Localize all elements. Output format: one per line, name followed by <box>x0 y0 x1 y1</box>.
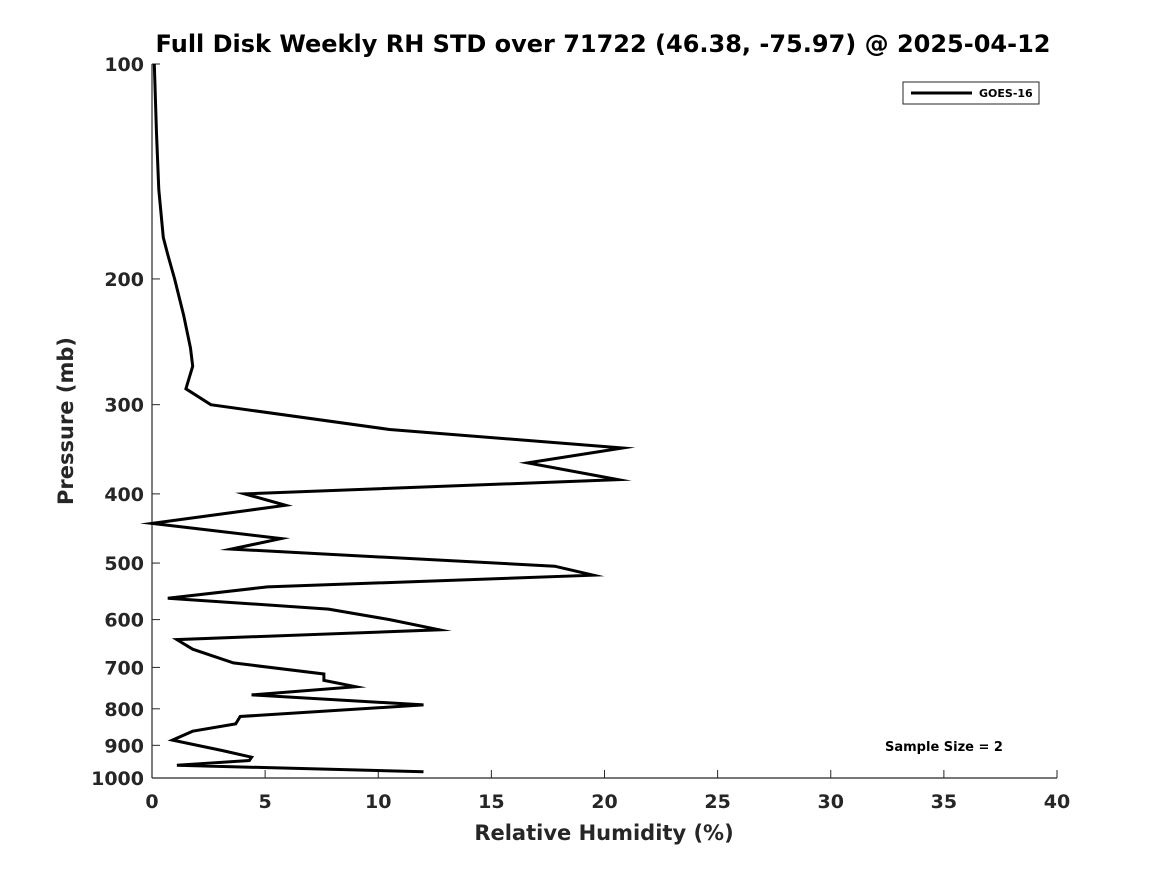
x-tick-label: 5 <box>259 791 272 813</box>
y-tick-label: 400 <box>104 484 144 506</box>
x-tick-label: 35 <box>931 791 957 813</box>
x-tick-label: 20 <box>591 791 617 813</box>
x-tick-label: 10 <box>365 791 391 813</box>
y-axis-ticks: 100 200 300 400 500 600 700 800 900 1000 <box>91 54 160 790</box>
y-tick-label: 1000 <box>91 768 144 790</box>
y-tick-label: 900 <box>104 735 144 757</box>
x-tick-label: 15 <box>478 791 504 813</box>
sample-size-annotation: Sample Size = 2 <box>885 740 1003 755</box>
y-tick-label: 200 <box>104 269 144 291</box>
x-tick-label: 30 <box>818 791 844 813</box>
x-axis-label: Relative Humidity (%) <box>474 821 733 845</box>
series-layer <box>140 63 636 774</box>
legend: GOES-16 <box>902 81 1040 105</box>
y-tick-label: 300 <box>104 395 144 417</box>
x-tick-label: 0 <box>145 791 158 813</box>
chart-title: Full Disk Weekly RH STD over 71722 (46.3… <box>156 30 1051 58</box>
y-tick-label: 800 <box>104 699 144 721</box>
x-tick-label: 40 <box>1044 791 1070 813</box>
y-tick-label: 100 <box>104 54 144 76</box>
legend-label-goes-16: GOES-16 <box>979 87 1033 100</box>
y-tick-label: 700 <box>104 657 144 679</box>
x-tick-label: 25 <box>704 791 730 813</box>
y-axis-label: Pressure (mb) <box>54 337 78 505</box>
y-tick-label: 500 <box>104 553 144 575</box>
y-tick-label: 600 <box>104 610 144 632</box>
x-axis-ticks: 0 5 10 15 20 25 30 35 40 <box>145 770 1070 813</box>
series-line-goes-16 <box>140 63 636 774</box>
